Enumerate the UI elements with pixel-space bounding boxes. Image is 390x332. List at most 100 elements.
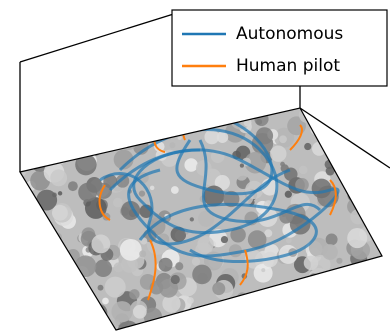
texture-blob bbox=[51, 204, 68, 221]
texture-blob bbox=[212, 313, 227, 328]
texture-blob bbox=[20, 309, 23, 318]
texture-blob bbox=[112, 197, 123, 208]
texture-blob bbox=[282, 302, 298, 317]
autonomous-trajectory bbox=[198, 139, 322, 224]
texture-blob bbox=[20, 114, 35, 130]
texture-blob bbox=[244, 108, 254, 117]
texture-blob bbox=[318, 322, 335, 330]
texture-blob bbox=[223, 115, 232, 123]
texture-blob bbox=[349, 305, 366, 322]
texture-blob bbox=[286, 290, 298, 302]
texture-blob bbox=[216, 94, 229, 107]
legend: Autonomous Human pilot bbox=[171, 9, 388, 87]
texture-blob bbox=[362, 191, 369, 198]
texture-blob bbox=[212, 282, 226, 296]
texture-blob bbox=[336, 320, 345, 330]
texture-blob bbox=[27, 113, 36, 123]
texture-blob bbox=[129, 108, 138, 109]
human-pilot-trajectory bbox=[98, 184, 111, 221]
texture-blob bbox=[364, 296, 382, 317]
texture-blob bbox=[312, 304, 332, 325]
texture-blob bbox=[123, 108, 137, 114]
texture-blob bbox=[175, 262, 184, 271]
texture-blob bbox=[325, 233, 338, 246]
texture-blob bbox=[184, 158, 198, 172]
texture-blob bbox=[58, 118, 80, 140]
texture-blob bbox=[98, 310, 104, 316]
texture-blob bbox=[378, 235, 382, 251]
texture-blob bbox=[72, 282, 89, 299]
texture-blob bbox=[43, 318, 65, 330]
texture-blob bbox=[264, 229, 273, 238]
floor-edge bbox=[19, 107, 383, 331]
texture-blob bbox=[372, 108, 382, 126]
texture-blob bbox=[138, 190, 146, 197]
texture-blob bbox=[131, 131, 141, 141]
texture-blob bbox=[31, 321, 49, 330]
texture-blob bbox=[20, 121, 35, 142]
texture-blob bbox=[245, 180, 264, 200]
texture-blob bbox=[350, 182, 361, 193]
texture-blob bbox=[369, 119, 378, 128]
texture-blob bbox=[339, 109, 349, 119]
texture-blob bbox=[369, 169, 374, 175]
texture-blob bbox=[68, 298, 86, 316]
texture-blob bbox=[284, 167, 298, 181]
texture-blob bbox=[139, 250, 147, 258]
texture-blob bbox=[261, 101, 267, 107]
texture-blob bbox=[192, 264, 212, 285]
texture-blob bbox=[66, 108, 84, 124]
texture-blob bbox=[164, 108, 183, 127]
texture-blob bbox=[35, 140, 40, 145]
texture-blob bbox=[321, 298, 334, 311]
texture-blob bbox=[68, 145, 75, 153]
texture-blob bbox=[84, 197, 107, 219]
texture-blob bbox=[191, 257, 201, 266]
texture-blob bbox=[110, 98, 118, 106]
texture-blob bbox=[159, 278, 178, 298]
texture-blob bbox=[271, 291, 280, 300]
texture-blob bbox=[129, 289, 140, 300]
texture-blob bbox=[337, 312, 346, 320]
texture-blob bbox=[369, 263, 382, 285]
texture-blob bbox=[255, 127, 274, 145]
texture-blob bbox=[354, 285, 375, 306]
texture-blob bbox=[45, 136, 53, 144]
texture-blob bbox=[25, 108, 38, 116]
texture-blob bbox=[355, 164, 364, 172]
texture-blob bbox=[295, 177, 309, 192]
texture-blob bbox=[247, 230, 267, 249]
texture-blob bbox=[174, 229, 186, 241]
texture-blob bbox=[74, 320, 87, 330]
texture-blob bbox=[325, 166, 335, 176]
texture-blob bbox=[338, 294, 350, 307]
texture-blob bbox=[252, 306, 260, 314]
texture-blob bbox=[20, 129, 29, 143]
texture-blob bbox=[353, 285, 358, 290]
texture-blob bbox=[50, 169, 68, 187]
texture-blob bbox=[43, 309, 57, 323]
texture-blob bbox=[253, 263, 273, 283]
texture-blob bbox=[331, 286, 341, 297]
texture-blob bbox=[243, 297, 259, 314]
texture-blob bbox=[184, 314, 206, 330]
texture-blob bbox=[342, 170, 355, 183]
texture-blob bbox=[67, 181, 78, 192]
texture-blob bbox=[270, 145, 287, 162]
texture-blob bbox=[97, 284, 104, 291]
texture-blob bbox=[216, 108, 230, 115]
texture-blob bbox=[53, 112, 60, 119]
texture-blob bbox=[170, 186, 179, 194]
texture-blob bbox=[298, 165, 308, 175]
texture-blob bbox=[238, 302, 246, 309]
texture-blob bbox=[326, 304, 348, 326]
texture-blob bbox=[111, 301, 133, 323]
texture-blob bbox=[24, 206, 36, 218]
texture-blob bbox=[58, 307, 81, 330]
autonomous-trajectory bbox=[108, 148, 340, 258]
texture-blob bbox=[149, 108, 170, 125]
texture-blob bbox=[256, 118, 263, 125]
texture-blob bbox=[189, 217, 194, 222]
texture-blob bbox=[303, 255, 319, 271]
texture-blob bbox=[37, 108, 51, 121]
